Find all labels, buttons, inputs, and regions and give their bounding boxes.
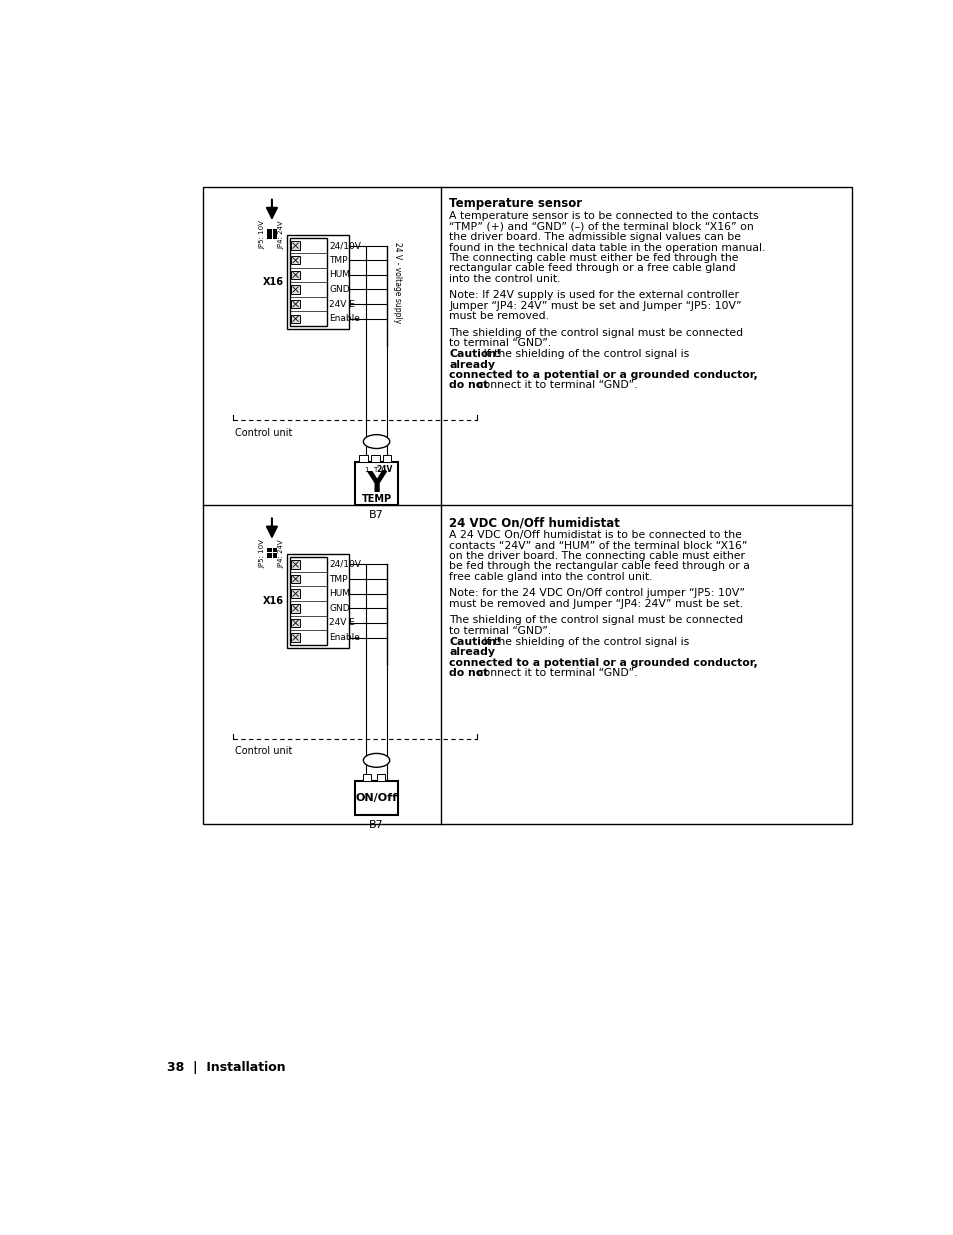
Bar: [273, 228, 277, 233]
Bar: [291, 300, 299, 309]
Text: 24V E: 24V E: [329, 300, 355, 309]
Text: JP4: 24V: JP4: 24V: [278, 538, 285, 568]
Text: already: already: [449, 359, 495, 369]
Text: must be removed and Jumper “JP4: 24V” must be set.: must be removed and Jumper “JP4: 24V” mu…: [449, 599, 742, 609]
Text: Enable: Enable: [329, 634, 360, 642]
Text: 24 VDC On/Off humidistat: 24 VDC On/Off humidistat: [449, 516, 619, 530]
Text: Enable: Enable: [329, 314, 360, 324]
Text: Note: for the 24 VDC On/Off control jumper “JP5: 10V”: Note: for the 24 VDC On/Off control jump…: [449, 588, 744, 598]
Bar: [267, 235, 272, 240]
Text: “TMP” (+) and “GND” (–) of the terminal block “X16” on: “TMP” (+) and “GND” (–) of the terminal …: [449, 222, 754, 232]
Text: TEMP: TEMP: [361, 494, 391, 504]
Text: do not: do not: [449, 668, 488, 678]
Text: found in the technical data table in the operation manual.: found in the technical data table in the…: [449, 242, 765, 252]
Text: be fed through the rectangular cable feed through or a: be fed through the rectangular cable fee…: [449, 561, 749, 572]
Text: contacts “24V” and “HUM” of the terminal block “X16”: contacts “24V” and “HUM” of the terminal…: [449, 541, 747, 551]
Text: The connecting cable must either be fed through the: The connecting cable must either be fed …: [449, 253, 739, 263]
Text: Caution!: Caution!: [449, 637, 501, 647]
Text: ON/Off: ON/Off: [355, 793, 397, 803]
Text: connected to a potential or a grounded conductor,: connected to a potential or a grounded c…: [449, 657, 758, 668]
Ellipse shape: [363, 435, 390, 448]
Text: already: already: [449, 647, 495, 657]
Bar: [286, 235, 348, 330]
Bar: [286, 555, 348, 648]
Text: 38  |  Installation: 38 | Installation: [167, 1061, 286, 1073]
Text: rectangular cable feed through or a free cable gland: rectangular cable feed through or a free…: [449, 263, 736, 273]
Bar: [376, 774, 385, 782]
Text: Temperature sensor: Temperature sensor: [449, 198, 582, 210]
Bar: [273, 548, 277, 552]
Ellipse shape: [363, 753, 390, 767]
Text: JP5: 10V: JP5: 10V: [258, 538, 265, 568]
Bar: [291, 256, 299, 264]
Bar: [291, 574, 299, 583]
Bar: [355, 782, 397, 815]
Text: X16: X16: [262, 597, 283, 606]
Bar: [291, 589, 299, 598]
Text: TMP: TMP: [329, 574, 348, 583]
Text: Control unit: Control unit: [234, 427, 292, 437]
Bar: [362, 774, 371, 782]
Text: do not: do not: [449, 380, 488, 390]
Bar: [290, 557, 327, 645]
Bar: [273, 235, 277, 240]
Text: 24 V - voltage supply: 24 V - voltage supply: [393, 242, 401, 322]
Text: HUM: HUM: [329, 270, 350, 279]
Text: JP4: 24V: JP4: 24V: [278, 220, 285, 248]
Bar: [371, 456, 379, 462]
Bar: [291, 315, 299, 324]
Text: connect it to terminal “GND”.: connect it to terminal “GND”.: [474, 668, 637, 678]
Bar: [290, 238, 327, 326]
Text: Caution!: Caution!: [449, 350, 501, 359]
Text: 1  T: 1 T: [365, 467, 378, 473]
Bar: [273, 553, 277, 558]
Text: GND: GND: [329, 285, 350, 294]
Text: B7: B7: [369, 510, 383, 520]
Bar: [291, 619, 299, 627]
Text: A 24 VDC On/Off humidistat is to be connected to the: A 24 VDC On/Off humidistat is to be conn…: [449, 530, 741, 540]
Text: If the shielding of the control signal is: If the shielding of the control signal i…: [480, 637, 693, 647]
Bar: [291, 561, 299, 568]
Text: X16: X16: [262, 277, 283, 288]
Bar: [355, 462, 397, 505]
Text: into the control unit.: into the control unit.: [449, 274, 560, 284]
Text: connect it to terminal “GND”.: connect it to terminal “GND”.: [474, 380, 637, 390]
Text: connected to a potential or a grounded conductor,: connected to a potential or a grounded c…: [449, 370, 758, 380]
Bar: [291, 604, 299, 613]
Bar: [267, 553, 272, 558]
Text: If the shielding of the control signal is: If the shielding of the control signal i…: [480, 350, 693, 359]
Text: free cable gland into the control unit.: free cable gland into the control unit.: [449, 572, 652, 582]
Text: TMP: TMP: [329, 256, 348, 264]
Text: on the driver board. The connecting cable must either: on the driver board. The connecting cabl…: [449, 551, 744, 561]
Text: A temperature sensor is to be connected to the contacts: A temperature sensor is to be connected …: [449, 211, 759, 221]
Text: Note: If 24V supply is used for the external controller: Note: If 24V supply is used for the exte…: [449, 290, 739, 300]
Text: the driver board. The admissible signal values can be: the driver board. The admissible signal …: [449, 232, 740, 242]
Text: B7: B7: [369, 820, 383, 830]
Text: Control unit: Control unit: [234, 746, 292, 757]
Text: 24/10V: 24/10V: [329, 559, 361, 569]
Text: 24V: 24V: [375, 466, 392, 474]
Text: to terminal “GND”.: to terminal “GND”.: [449, 338, 551, 348]
Text: GND: GND: [329, 604, 350, 613]
Bar: [267, 228, 272, 233]
Text: JP5: 10V: JP5: 10V: [258, 220, 265, 249]
Bar: [203, 186, 852, 824]
Text: must be removed.: must be removed.: [449, 311, 549, 321]
Bar: [291, 270, 299, 279]
Text: 24V E: 24V E: [329, 619, 355, 627]
Text: 24/10V: 24/10V: [329, 241, 361, 251]
Bar: [267, 548, 272, 552]
Bar: [291, 241, 299, 249]
Bar: [382, 456, 391, 462]
Bar: [291, 634, 299, 642]
Text: The shielding of the control signal must be connected: The shielding of the control signal must…: [449, 615, 742, 625]
Bar: [291, 285, 299, 294]
Text: The shielding of the control signal must be connected: The shielding of the control signal must…: [449, 327, 742, 337]
Text: Jumper “JP4: 24V” must be set and Jumper “JP5: 10V”: Jumper “JP4: 24V” must be set and Jumper…: [449, 300, 741, 311]
Text: to terminal “GND”.: to terminal “GND”.: [449, 626, 551, 636]
Bar: [359, 456, 368, 462]
Text: HUM: HUM: [329, 589, 350, 598]
Text: Y: Y: [366, 471, 386, 498]
